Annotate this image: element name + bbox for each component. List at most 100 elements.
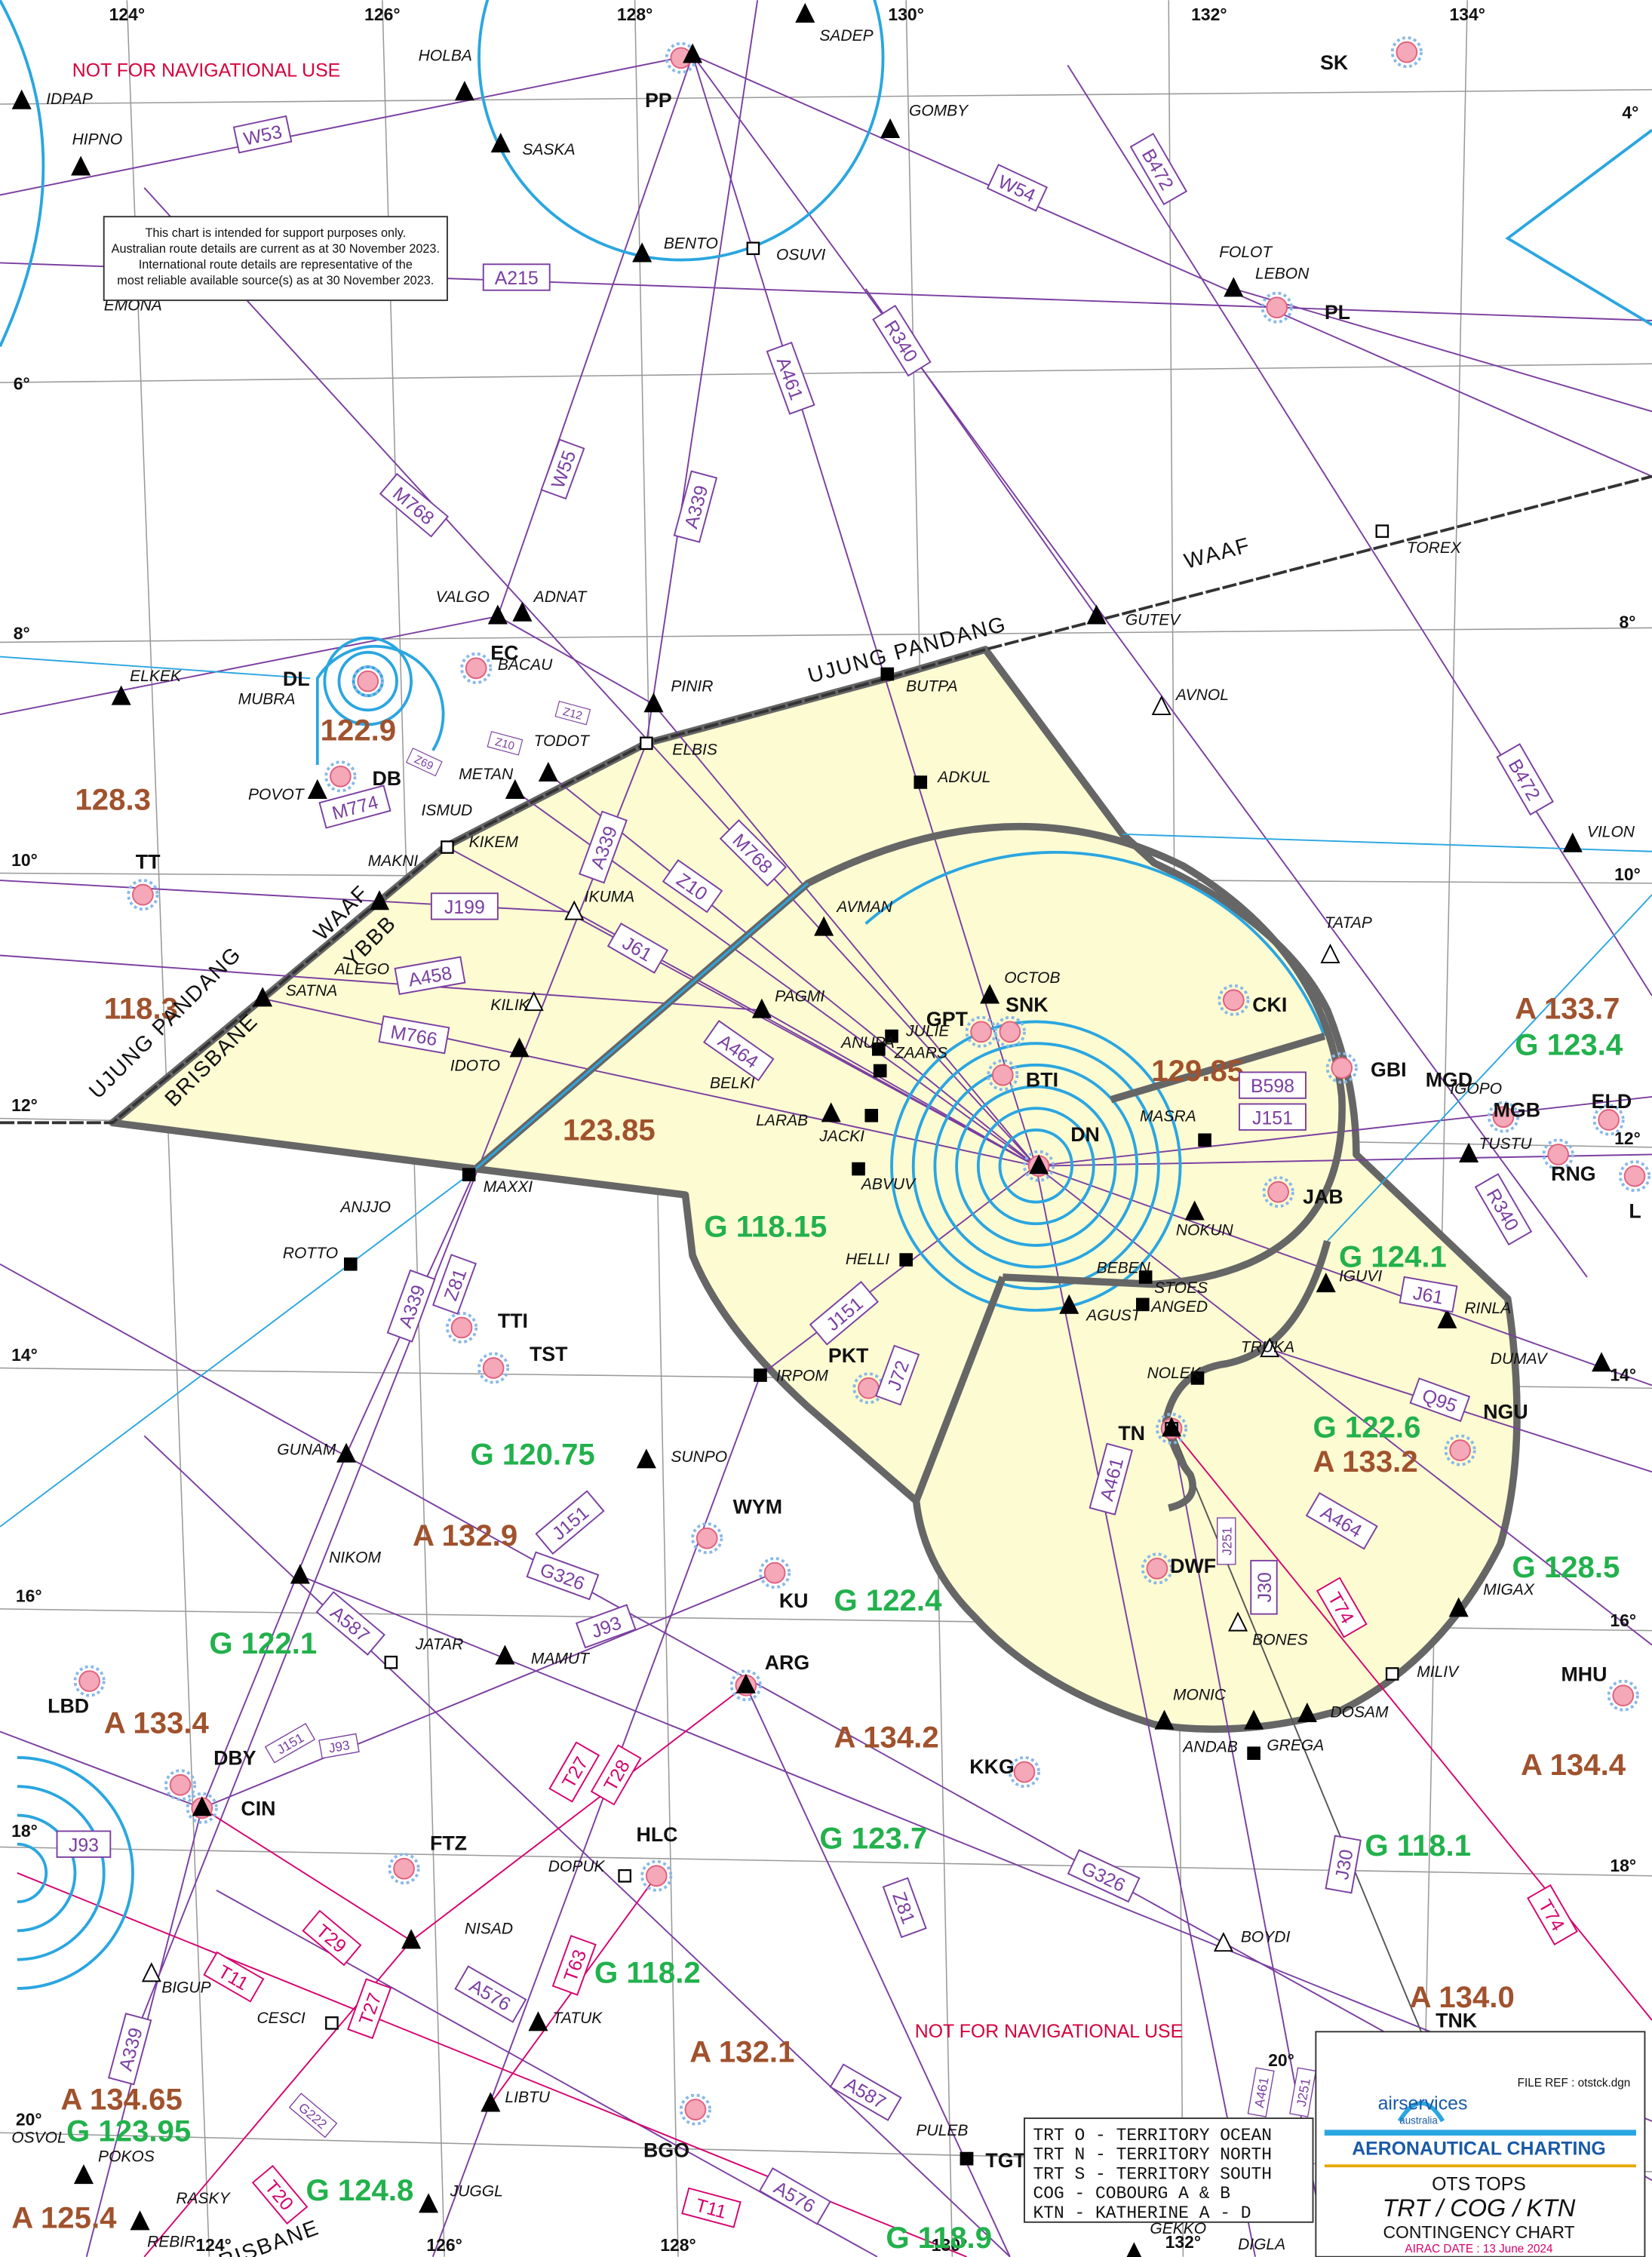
waypoint-symbol	[1199, 1135, 1210, 1146]
waypoint-label: ZAARS	[894, 1044, 947, 1061]
graticule-label: 14°	[11, 1345, 38, 1365]
station-label: CIN	[241, 1797, 275, 1819]
waypoint-label: MONIC	[1173, 1686, 1227, 1703]
airway-designator: J93	[57, 1831, 111, 1856]
waypoint-label: BUTPA	[906, 677, 958, 695]
station-symbol	[765, 1563, 785, 1583]
waypoint-symbol	[901, 1254, 912, 1265]
station-label: RNG	[1551, 1162, 1595, 1185]
waypoint-label: SASKA	[522, 141, 575, 158]
station-label: WYM	[733, 1496, 782, 1518]
airway-label: J251	[1219, 1527, 1234, 1555]
waypoint-label: JACKI	[818, 1128, 864, 1145]
legend-line: KTN - KATHERINE A - D	[1033, 2203, 1251, 2223]
brand: airservices	[1378, 2093, 1468, 2114]
station-label: EC	[490, 641, 518, 664]
station-symbol	[394, 1859, 414, 1879]
waypoint-label: GUNAM	[277, 1441, 336, 1458]
station-symbol	[133, 885, 153, 905]
graticule-label: 14°	[1610, 1365, 1636, 1385]
waypoint-label: TATUK	[553, 2010, 603, 2027]
graticule-label: 126°	[426, 2235, 462, 2255]
station-symbol	[170, 1775, 191, 1795]
station-label: TT	[136, 851, 161, 874]
frequency-label: G 118.9	[886, 2221, 992, 2255]
station-symbol	[452, 1318, 472, 1338]
station-symbol	[358, 671, 378, 692]
frequency-label: A 134.4	[1521, 1748, 1626, 1782]
airway-designator: J199	[431, 893, 498, 919]
frequency-label: A 133.2	[1313, 1445, 1418, 1479]
frequency-label: G 118.15	[704, 1209, 827, 1243]
graticule-label: 16°	[1610, 1611, 1636, 1630]
waypoint-label: JATAR	[415, 1635, 463, 1653]
station-label: ELD	[1592, 1090, 1632, 1113]
station-symbol	[330, 766, 351, 787]
graticule-label: 8°	[1620, 612, 1636, 631]
station-label: MHU	[1561, 1663, 1607, 1686]
waypoint-label: DUMAV	[1491, 1350, 1549, 1368]
station-label: PL	[1325, 301, 1350, 324]
graticule-label: 12°	[11, 1095, 38, 1115]
frequency-label: G 123.4	[1515, 1027, 1623, 1061]
frequency-label: G 123.95	[66, 2114, 191, 2148]
graticule-label: 128°	[617, 5, 653, 24]
waypoint-label: HIPNO	[72, 131, 123, 149]
frequency-label: G 122.6	[1313, 1410, 1421, 1444]
waypoint-symbol	[1248, 1748, 1259, 1759]
airway-designator: B598	[1239, 1072, 1306, 1098]
waypoint-symbol	[852, 1163, 864, 1175]
page: OTS TOPS Contingency Chart html,body{mar…	[0, 0, 1652, 2257]
station-label: TTI	[498, 1310, 528, 1332]
legend-line: TRT O - TERRITORY OCEAN	[1033, 2126, 1272, 2145]
waypoint-label: REBIR	[147, 2233, 195, 2250]
airway-label: A215	[495, 268, 539, 289]
station-symbol	[999, 1021, 1020, 1042]
waypoint-label: LEBON	[1255, 265, 1310, 282]
waypoint-label: VILON	[1587, 824, 1635, 841]
station-symbol	[1267, 297, 1287, 318]
station-label: CKI	[1252, 993, 1287, 1016]
waypoint-symbol	[441, 841, 453, 852]
waypoint-symbol	[874, 1065, 886, 1076]
waypoint-label: IRPOM	[776, 1368, 828, 1385]
waypoint-label: ROTTO	[283, 1245, 338, 1262]
waypoint-label: ADNAT	[533, 588, 588, 606]
waypoint-symbol	[748, 243, 759, 254]
graticule-label: 130°	[888, 5, 923, 24]
graticule-label: 126°	[364, 5, 400, 24]
waypoint-label: TRUKA	[1241, 1338, 1294, 1356]
station-label: DBY	[213, 1746, 256, 1769]
waypoint-label: ANUPA	[840, 1034, 895, 1052]
graticule-label: 128°	[660, 2235, 695, 2255]
station-symbol	[1613, 1685, 1633, 1706]
waypoint-label: OSVOL	[11, 2130, 66, 2147]
frequency-label: A 125.4	[11, 2200, 117, 2234]
brand-sub: australia	[1399, 2115, 1438, 2126]
frequency-label: G 118.2	[594, 1955, 701, 1989]
station-label: NGU	[1483, 1400, 1528, 1423]
airway-label: J199	[444, 897, 485, 918]
waypoint-label: ADKUL	[936, 769, 990, 786]
waypoint-label: OSUVI	[776, 247, 826, 264]
station-symbol	[1548, 1144, 1568, 1165]
station-label: SK	[1320, 51, 1349, 74]
waypoint-symbol	[754, 1369, 766, 1380]
station-symbol	[1224, 990, 1244, 1010]
waypoint-label: NOLEK	[1147, 1365, 1202, 1382]
body: { "notices": ["NOT FOR NAVIGATIONAL USE"…	[0, 0, 1652, 2257]
disclaimer-line: International route details are represen…	[139, 258, 413, 272]
graticule-label: 20°	[16, 2110, 42, 2130]
station-symbol	[993, 1065, 1013, 1086]
station-label: MGB	[1494, 1099, 1540, 1122]
waypoint-label: ANGED	[1150, 1298, 1208, 1316]
graticule-label: 18°	[11, 1821, 38, 1841]
waypoint-label: ISMUD	[421, 802, 472, 819]
waypoint-label: NIKOM	[329, 1549, 381, 1567]
waypoint-label: ELKEK	[130, 668, 182, 685]
waypoint-label: HELLI	[846, 1251, 890, 1268]
waypoint-label: NISAD	[465, 1920, 513, 1937]
station-label: L	[1629, 1200, 1641, 1223]
station-label: SNK	[1006, 993, 1049, 1016]
waypoint-label: DOSAM	[1330, 1703, 1389, 1721]
